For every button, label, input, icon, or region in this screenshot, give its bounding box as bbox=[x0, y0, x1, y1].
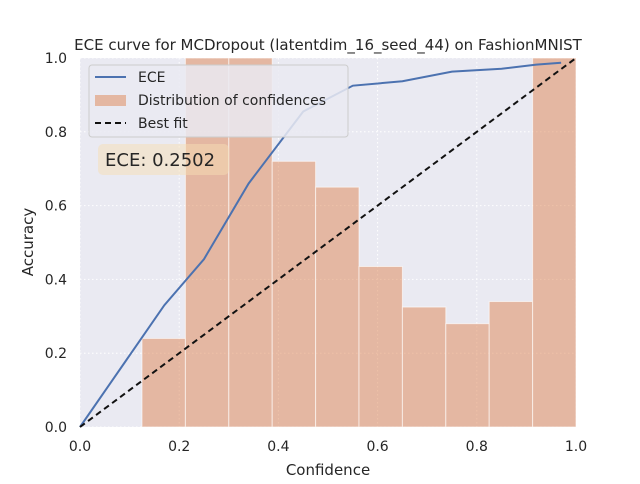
ece-annotation: ECE: 0.2502 bbox=[98, 144, 229, 175]
y-tick-label: 1.0 bbox=[45, 51, 67, 67]
legend: ECE Distribution of confidences Best fit bbox=[88, 64, 349, 138]
histogram-bar bbox=[401, 306, 447, 428]
ece-annotation-box bbox=[98, 144, 229, 175]
chart-title: ECE curve for MCDropout (latentdim_16_se… bbox=[74, 36, 582, 55]
y-tick-label: 0.2 bbox=[45, 346, 67, 362]
y-tick-label: 0.0 bbox=[45, 420, 67, 436]
x-tick-label: 0.2 bbox=[168, 439, 190, 455]
histogram-bar bbox=[488, 301, 534, 428]
legend-box bbox=[88, 64, 349, 138]
x-tick-label: 0.6 bbox=[366, 439, 388, 455]
histogram-bar bbox=[445, 323, 490, 428]
y-tick-label: 0.6 bbox=[45, 199, 67, 215]
x-tick-label: 0.4 bbox=[267, 439, 289, 455]
x-axis-label: Confidence bbox=[286, 461, 370, 479]
legend-ece-label: ECE bbox=[138, 70, 165, 86]
legend-best-fit-label: Best fit bbox=[138, 116, 188, 132]
ece-line bbox=[79, 61, 562, 428]
x-tick-label: 1.0 bbox=[565, 439, 587, 455]
axis-ticks: 0.0 0.2 0.4 0.6 0.8 1.0 0.0 0.2 0.4 0.6 0.8 1.0 bbox=[45, 51, 587, 455]
y-tick-label: 0.8 bbox=[45, 125, 67, 141]
series-lines bbox=[79, 57, 577, 428]
legend-distribution-swatch bbox=[95, 95, 126, 106]
histogram-bar bbox=[532, 57, 577, 428]
legend-distribution-label: Distribution of confidences bbox=[138, 93, 326, 109]
best-fit-line bbox=[79, 57, 577, 428]
histogram-bar bbox=[271, 160, 317, 428]
x-tick-label: 0.0 bbox=[69, 439, 91, 455]
histogram-bar bbox=[141, 337, 186, 428]
histogram-bar bbox=[315, 186, 360, 428]
ece-annotation-text: ECE: 0.2502 bbox=[105, 150, 215, 171]
x-tick-label: 0.8 bbox=[466, 439, 488, 455]
y-tick-label: 0.4 bbox=[45, 272, 67, 288]
y-axis-label: Accuracy bbox=[19, 208, 37, 277]
histogram-bar bbox=[358, 265, 403, 428]
